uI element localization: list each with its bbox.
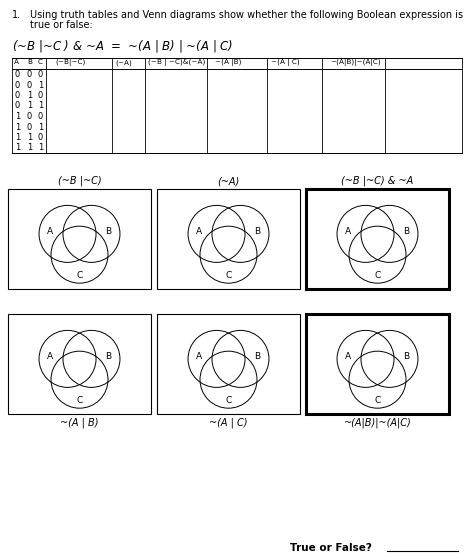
Text: B: B [255, 351, 261, 361]
Text: B: B [106, 226, 112, 235]
Text: 1: 1 [38, 102, 43, 110]
Text: ~(A|B)|~(A|C): ~(A|B)|~(A|C) [330, 59, 381, 67]
Text: (~B | ~C)&(~A): (~B | ~C)&(~A) [148, 59, 205, 67]
Text: C: C [76, 271, 82, 280]
Text: 0: 0 [15, 70, 20, 79]
Text: (~B|~C): (~B|~C) [55, 59, 85, 67]
Text: 1: 1 [27, 133, 32, 142]
Text: ~(A |B): ~(A |B) [215, 59, 241, 67]
Text: A: A [14, 59, 19, 65]
Bar [8, 314, 151, 414]
Text: 1: 1 [38, 144, 43, 153]
Text: A: A [196, 226, 202, 235]
Text: C: C [374, 396, 381, 405]
Text: 0: 0 [38, 133, 43, 142]
Text: A: A [346, 226, 352, 235]
Text: true or false:: true or false: [30, 20, 93, 30]
Text: 0: 0 [38, 91, 43, 100]
Text: 0: 0 [15, 102, 20, 110]
Text: (~B |~C) & ~A: (~B |~C) & ~A [341, 175, 414, 186]
Bar [306, 314, 449, 414]
Text: A: A [196, 351, 202, 361]
Text: B: B [27, 59, 32, 65]
Text: 1: 1 [15, 144, 20, 153]
Text: 1.: 1. [12, 10, 21, 20]
Text: 0: 0 [38, 112, 43, 121]
Text: 0: 0 [38, 70, 43, 79]
Text: 1: 1 [15, 112, 20, 121]
Text: 1: 1 [27, 102, 32, 110]
Text: 1: 1 [38, 123, 43, 132]
Bar [157, 189, 300, 289]
Text: 0: 0 [27, 80, 32, 89]
Text: C: C [374, 271, 381, 280]
Bar [306, 189, 449, 289]
Text: (~A): (~A) [218, 176, 240, 186]
Text: ~(A | C): ~(A | C) [271, 59, 300, 67]
Text: B: B [106, 351, 112, 361]
Text: 0: 0 [27, 123, 32, 132]
Text: C: C [38, 59, 43, 65]
Text: B: B [255, 226, 261, 235]
Text: ~(A | C): ~(A | C) [209, 417, 248, 427]
Text: 1: 1 [38, 80, 43, 89]
Text: A: A [47, 226, 54, 235]
Text: 0: 0 [27, 70, 32, 79]
Text: C: C [225, 396, 232, 405]
Text: 1: 1 [15, 133, 20, 142]
Text: C: C [76, 396, 82, 405]
Text: 0: 0 [15, 91, 20, 100]
Text: ~(A | B): ~(A | B) [60, 417, 99, 427]
Text: 1: 1 [27, 91, 32, 100]
Bar [8, 189, 151, 289]
Text: B: B [403, 226, 410, 235]
Text: 1: 1 [27, 144, 32, 153]
Text: True or False?: True or False? [290, 543, 372, 553]
Text: A: A [47, 351, 54, 361]
Bar [157, 314, 300, 414]
Text: B: B [403, 351, 410, 361]
Text: 0: 0 [27, 112, 32, 121]
Text: 1: 1 [15, 123, 20, 132]
Text: C: C [225, 271, 232, 280]
Text: (~B |~C): (~B |~C) [58, 175, 101, 186]
Text: (~A): (~A) [115, 59, 132, 66]
Text: Using truth tables and Venn diagrams show whether the following Boolean expressi: Using truth tables and Venn diagrams sho… [30, 10, 463, 20]
Text: (~$B$ |~$C$ ) & ~$A$  =  ~($A$ | $B$) | ~($A$ | $C$): (~$B$ |~$C$ ) & ~$A$ = ~($A$ | $B$) | ~(… [12, 38, 233, 54]
Text: 0: 0 [15, 80, 20, 89]
Text: ~(A|B)|~(A|C): ~(A|B)|~(A|C) [344, 417, 411, 427]
Text: A: A [346, 351, 352, 361]
